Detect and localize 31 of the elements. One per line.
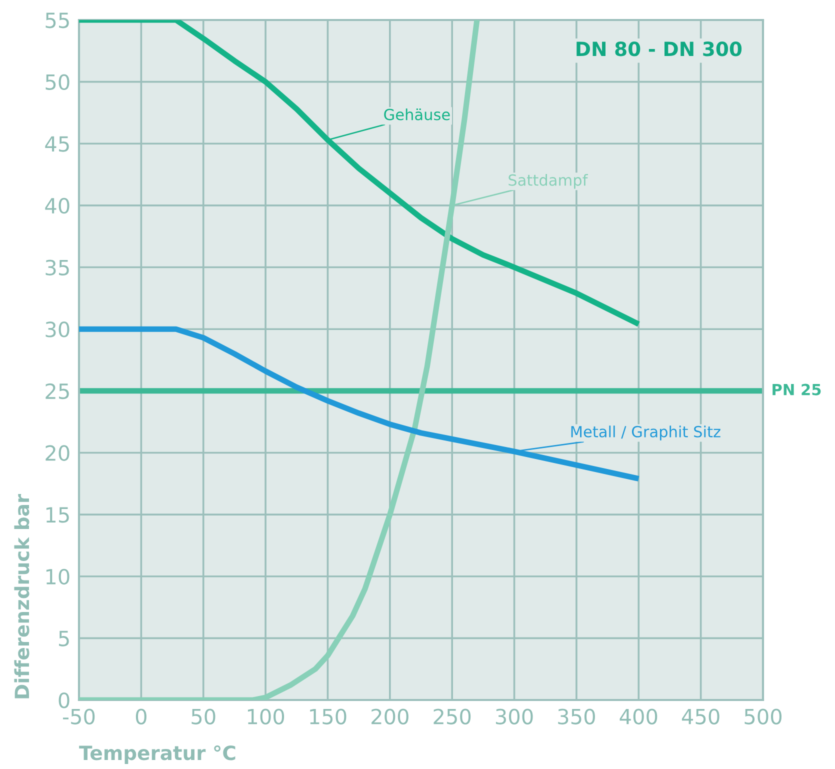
series-label: Metall / Graphit Sitz bbox=[571, 426, 720, 440]
ref-line-label: PN 25 bbox=[772, 384, 821, 396]
y-tick-label: 30 bbox=[46, 322, 70, 338]
x-tick-label: 50 bbox=[192, 708, 216, 724]
y-tick-label: 5 bbox=[59, 630, 69, 646]
x-tick-label: 250 bbox=[434, 708, 471, 724]
x-tick-label: 500 bbox=[744, 708, 782, 724]
x-tick-label: 400 bbox=[620, 708, 658, 724]
y-tick-label: 55 bbox=[46, 12, 69, 28]
y-tick-label: 40 bbox=[45, 198, 70, 214]
y-tick-label: 25 bbox=[46, 383, 69, 400]
text: Sattdampf bbox=[508, 174, 588, 189]
x-tick-label: 300 bbox=[496, 708, 533, 724]
y-tick-label: 15 bbox=[46, 507, 69, 523]
y-axis-title: Differenzdruck bar bbox=[14, 494, 30, 698]
y-tick-label: 50 bbox=[46, 74, 70, 90]
x-tick-label: 350 bbox=[558, 708, 595, 724]
y-tick-label: 35 bbox=[46, 260, 69, 276]
x-tick-label: 150 bbox=[310, 708, 346, 724]
x-tick-label: 450 bbox=[682, 708, 720, 724]
x-tick-label: 200 bbox=[372, 708, 408, 724]
x-tick-label: 100 bbox=[248, 708, 284, 724]
y-tick-label: 10 bbox=[46, 568, 70, 585]
x-tick-label: 0 bbox=[136, 708, 146, 724]
x-tick-label: -50 bbox=[63, 708, 95, 724]
y-tick-label: 45 bbox=[45, 136, 69, 152]
x-axis-title: Temperatur °C bbox=[79, 745, 236, 764]
annotation: DN 80 - DN 300 bbox=[576, 42, 742, 56]
y-tick-label: 0 bbox=[58, 692, 70, 708]
y-tick-label: 20 bbox=[46, 445, 70, 461]
text: Gehäuse bbox=[384, 108, 450, 120]
